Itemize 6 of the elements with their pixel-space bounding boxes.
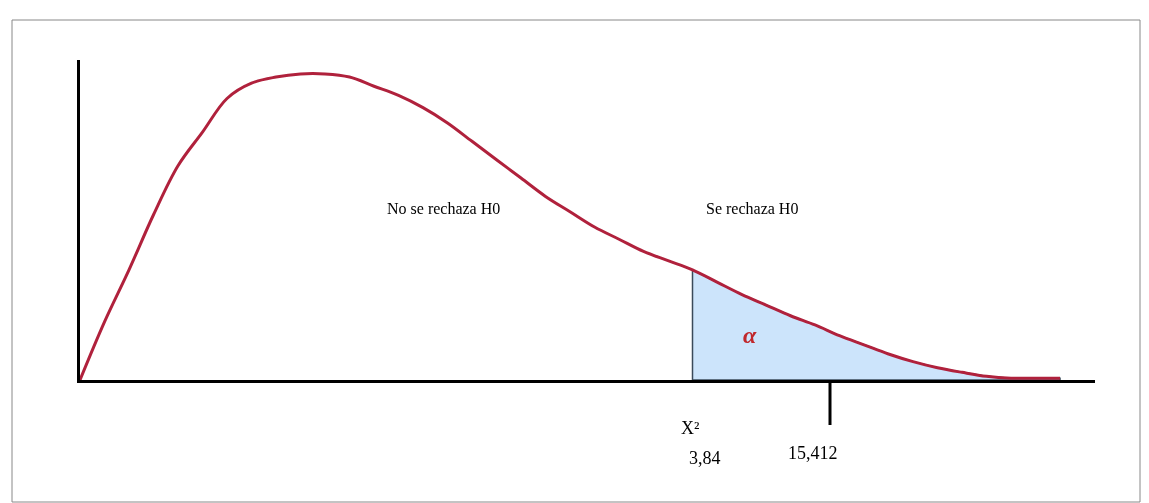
annotation: α — [743, 322, 757, 348]
annotation: No se rechaza H0 — [387, 200, 501, 217]
text: 15,412 — [788, 443, 838, 463]
annotation: Se rechaza H0 — [706, 200, 799, 217]
text: X² — [681, 418, 700, 438]
text: 3,84 — [689, 448, 721, 468]
